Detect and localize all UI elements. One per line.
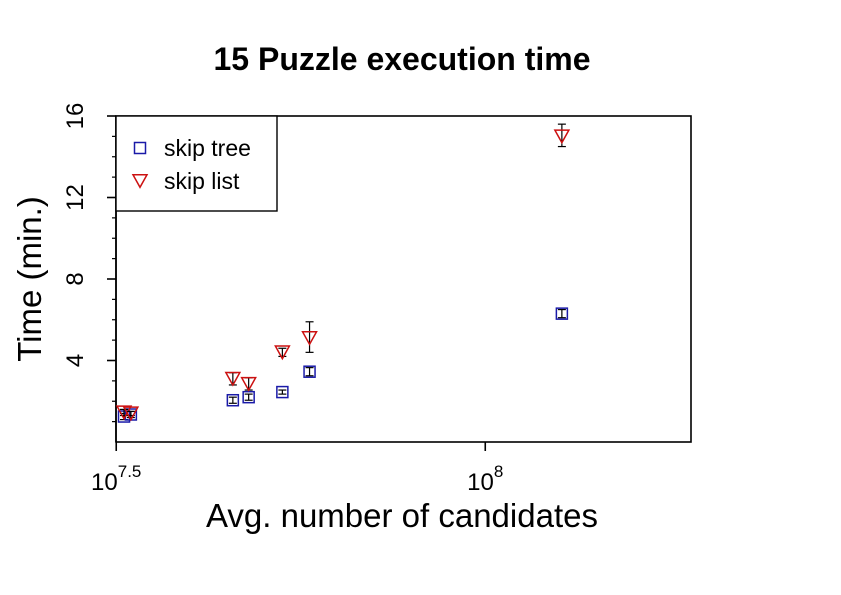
y-tick-label: 12 bbox=[62, 184, 89, 211]
y-tick-label: 4 bbox=[62, 354, 89, 367]
x-tick-label: 108 bbox=[467, 462, 503, 496]
square-marker bbox=[226, 393, 240, 407]
triangle-marker bbox=[553, 129, 571, 145]
triangle-marker bbox=[224, 371, 242, 387]
square-marker bbox=[276, 385, 289, 399]
square-marker bbox=[555, 307, 569, 320]
legend-label: skip tree bbox=[164, 135, 251, 161]
x-tick-base: 10 bbox=[467, 469, 494, 496]
x-tick-base: 10 bbox=[91, 469, 118, 496]
legend-label: skip list bbox=[164, 168, 240, 194]
x-axis: 107.5 108 bbox=[91, 442, 503, 496]
x-axis-title: Avg. number of candidates bbox=[206, 497, 598, 534]
triangle-marker bbox=[131, 173, 149, 189]
x-tick-label: 107.5 bbox=[91, 462, 141, 496]
square-marker bbox=[303, 365, 316, 378]
triangle-marker bbox=[301, 331, 318, 346]
x-tick-exponent: 7.5 bbox=[118, 462, 142, 481]
x-tick-exponent: 8 bbox=[494, 462, 503, 481]
y-tick-label: 8 bbox=[62, 272, 89, 285]
data-marks bbox=[115, 123, 571, 423]
series-skip-tree bbox=[117, 307, 569, 423]
triangle-marker bbox=[122, 406, 140, 422]
triangle-marker bbox=[274, 345, 291, 361]
square-marker bbox=[133, 141, 147, 155]
triangle-marker bbox=[240, 376, 257, 392]
legend-box bbox=[115, 115, 278, 212]
y-axis-title: Time (min.) bbox=[11, 196, 48, 362]
chart-title: 15 Puzzle execution time bbox=[213, 41, 590, 77]
legend: skip tree skip list bbox=[115, 115, 278, 212]
y-tick-label: 16 bbox=[62, 103, 89, 130]
series-skip-list bbox=[115, 123, 571, 422]
y-axis: 4 8 12 16 bbox=[62, 103, 117, 442]
